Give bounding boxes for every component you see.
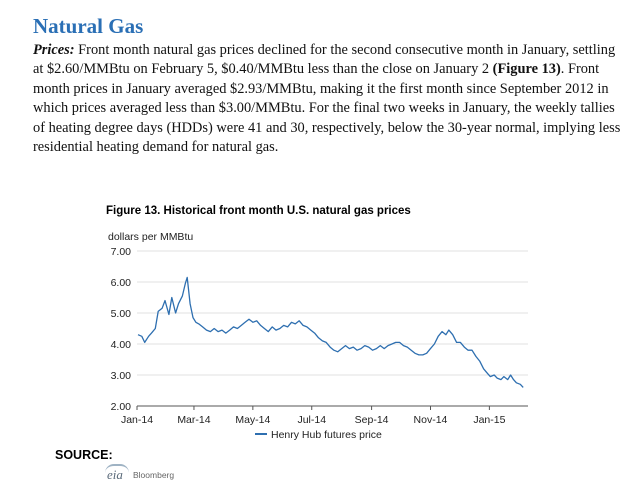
legend-layer: Henry Hub futures price: [255, 429, 382, 441]
series-line-henry-hub: [137, 276, 524, 388]
x-tick-label: Mar-14: [177, 414, 210, 426]
x-tick-label: Jan-14: [121, 414, 153, 426]
x-tick-label: May-14: [235, 414, 270, 426]
axis-layer: 2.00 3.00 4.00 5.00 6.00 7.00 Jan-14 Mar-14 May-…: [111, 246, 528, 426]
body-paragraph: Prices: Front month natural gas prices d…: [33, 41, 623, 157]
x-tick-label: Jul-14: [297, 414, 326, 426]
y-tick-label: 7.00: [111, 246, 132, 258]
eia-logo: eia: [105, 464, 129, 482]
x-tick-label: Jan-15: [473, 414, 505, 426]
source-label: SOURCE:: [55, 448, 113, 462]
grid-layer: [137, 250, 528, 376]
source-name: Bloomberg: [133, 470, 175, 480]
y-tick-label: 6.00: [111, 277, 132, 289]
paragraph-text-part1: Front month natural gas prices declined …: [33, 42, 616, 78]
x-tick-label: Nov-14: [414, 414, 448, 426]
series-layer: [137, 276, 524, 388]
y-tick-label: 3.00: [111, 370, 132, 382]
section-title: Natural Gas: [33, 14, 144, 38]
x-tick-label: Sep-14: [355, 414, 389, 426]
figure-reference: (Figure 13): [492, 61, 561, 78]
figure-title: Figure 13. Historical front month U.S. n…: [106, 205, 411, 217]
y-axis-units-label: dollars per MMBtu: [108, 231, 194, 243]
y-tick-label: 5.00: [111, 308, 132, 320]
legend-label: Henry Hub futures price: [271, 429, 382, 441]
paragraph-text-part2: . Front month prices in January averaged…: [33, 61, 621, 156]
paragraph-lead: Prices:: [33, 42, 75, 58]
y-tick-label: 4.00: [111, 339, 132, 351]
y-tick-label: 2.00: [111, 401, 132, 413]
